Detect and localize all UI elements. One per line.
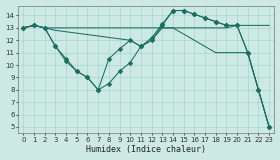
X-axis label: Humidex (Indice chaleur): Humidex (Indice chaleur) [86, 145, 206, 154]
